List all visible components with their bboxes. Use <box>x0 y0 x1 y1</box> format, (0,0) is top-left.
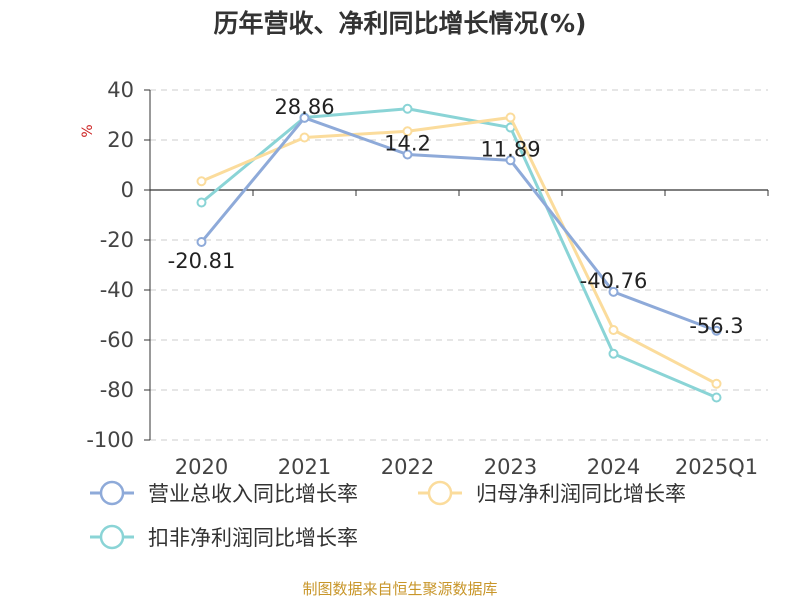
data-label: 28.86 <box>274 95 334 119</box>
y-tick-label: -100 <box>86 428 134 452</box>
y-tick-label: 0 <box>121 178 134 202</box>
legend-marker <box>99 480 125 506</box>
source-note: 制图数据来自恒生聚源数据库 <box>302 580 498 598</box>
x-tick-label: 2021 <box>278 455 331 479</box>
x-tick-label: 2020 <box>175 455 228 479</box>
data-labels: -20.81 28.86 14.2 11.89 -40.76 -56.3 <box>168 95 744 338</box>
y-tick-label: -60 <box>100 328 134 352</box>
data-point <box>711 392 722 403</box>
data-label: -20.81 <box>168 249 236 273</box>
legend-label: 扣非净利润同比增长率 <box>148 526 358 550</box>
x-tick-label: 2024 <box>587 455 640 479</box>
y-tick-label: 20 <box>107 128 134 152</box>
data-point <box>402 103 413 114</box>
data-point <box>505 112 516 123</box>
data-point <box>608 325 619 335</box>
data-label: -56.3 <box>689 314 743 338</box>
legend-label: 营业总收入同比增长率 <box>148 482 358 506</box>
data-point <box>505 155 516 166</box>
data-point <box>402 149 413 160</box>
data-point <box>196 197 207 208</box>
x-tick-label: 2022 <box>381 455 434 479</box>
data-label: 11.89 <box>480 137 540 161</box>
gridlines <box>150 89 768 441</box>
legend-marker <box>427 480 453 506</box>
series-line-1 <box>200 116 718 333</box>
chart-title: 历年营收、净利同比增长情况(%) <box>213 9 587 38</box>
series-line-2 <box>200 116 718 386</box>
data-label: 14.2 <box>384 132 431 156</box>
data-point <box>299 132 310 143</box>
legend-marker <box>99 524 125 550</box>
y-tick-label: -80 <box>100 378 134 402</box>
y-axis-unit: % <box>80 124 96 137</box>
series-layer <box>196 103 722 403</box>
legend-label: 归母净利润同比增长率 <box>476 482 686 506</box>
data-point <box>196 237 207 248</box>
y-tick-label: -40 <box>100 278 134 302</box>
data-point <box>608 348 619 359</box>
x-tick-label: 2025Q1 <box>675 455 758 479</box>
data-point <box>608 286 619 297</box>
y-tick-label: -20 <box>100 228 134 252</box>
data-point <box>196 176 207 187</box>
y-tick-label: 40 <box>107 78 134 102</box>
data-point <box>711 378 722 389</box>
x-tick-label: 2023 <box>484 455 537 479</box>
data-point <box>711 325 722 336</box>
series-line-3 <box>200 107 718 399</box>
axes: 40 20 0 -20 -40 -60 -80 -100 2020 2021 2022 2023 202… <box>80 78 769 479</box>
data-point <box>402 126 413 137</box>
data-label: -40.76 <box>580 269 648 293</box>
data-point <box>299 112 310 123</box>
